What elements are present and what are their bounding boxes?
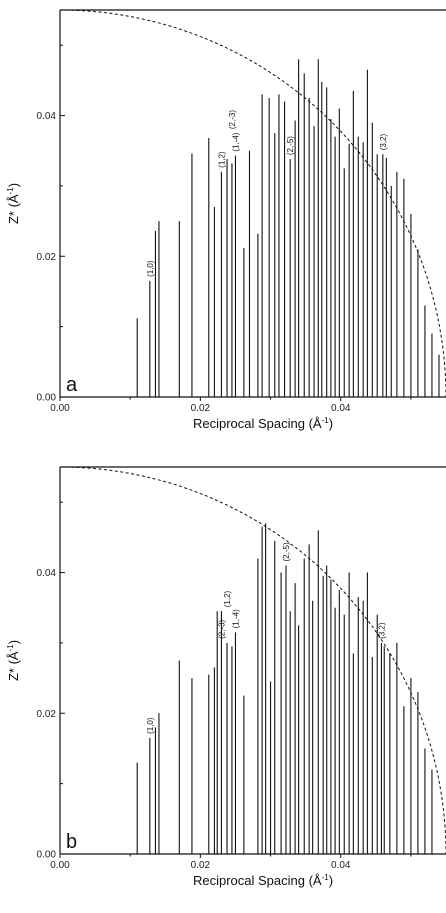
- peak-annotation: (2,-5): [286, 136, 295, 155]
- y-axis-title-sup: -1: [6, 187, 15, 195]
- peak-annotation: (1,-4): [231, 609, 240, 628]
- reference-curve: [59, 9, 446, 398]
- peak-annotation: (2,-5): [282, 542, 291, 561]
- peak-annotation: (3,2): [379, 133, 388, 150]
- y-axis-title-text: Z* (Å: [6, 194, 21, 224]
- peak-annotation: (1,0): [146, 260, 155, 277]
- peak-annotation: (1,2): [217, 151, 226, 168]
- peak-annotation: (2,-3): [228, 110, 237, 129]
- y-tick-label: 0.02: [37, 252, 57, 263]
- peak-annotation: (1,2): [223, 590, 232, 607]
- x-axis-title-text: Reciprocal Spacing (Å: [193, 416, 322, 431]
- peak-annotation: (2,-3): [217, 619, 226, 638]
- x-axis-title: Reciprocal Spacing (Å-1): [193, 416, 333, 431]
- x-tick-label: 0.04: [331, 403, 351, 414]
- y-tick-label: 0.04: [37, 568, 57, 579]
- chart-panel-a: 0.00 0.02 0.04 0.00 0.02 0.04 (1,0) (1,2) (1,-4)…: [6, 9, 446, 431]
- x-tick-label: 0.00: [50, 860, 70, 871]
- x-axis-title-close: ): [329, 416, 333, 431]
- y-axis-title: Z* (Å-1): [6, 183, 21, 224]
- x-axis-title-sup: -1: [322, 873, 330, 882]
- x-axis-title-sup: -1: [322, 416, 330, 425]
- x-tick-label: 0.04: [331, 860, 351, 871]
- y-axis-title-text: Z* (Å: [6, 651, 21, 681]
- peak-annotation: (3,2): [377, 622, 386, 639]
- y-tick-label: 0.02: [37, 709, 57, 720]
- panel-letter: b: [66, 831, 77, 853]
- y-tick-label: 0.00: [37, 850, 57, 861]
- y-axis-title-close: ): [6, 183, 21, 187]
- y-tick-label: 0.00: [37, 393, 57, 404]
- y-axis-title-sup: -1: [6, 644, 15, 652]
- y-axis-title: Z* (Å-1): [6, 640, 21, 681]
- x-tick-label: 0.00: [50, 403, 70, 414]
- x-axis-title: Reciprocal Spacing (Å-1): [193, 873, 333, 888]
- y-axis-title-close: ): [6, 640, 21, 644]
- x-tick-label: 0.02: [191, 860, 211, 871]
- y-tick-label: 0.04: [37, 111, 57, 122]
- x-axis-title-text: Reciprocal Spacing (Å: [193, 873, 322, 888]
- x-tick-label: 0.02: [191, 403, 211, 414]
- reference-curve: [59, 466, 446, 855]
- x-axis-title-close: ): [329, 873, 333, 888]
- peak-annotation: (1,0): [146, 717, 155, 734]
- panel-letter: a: [66, 374, 78, 396]
- peak-annotation: (1,-4): [231, 132, 240, 151]
- chart-panel-b: 0.00 0.02 0.04 0.00 0.02 0.04 (1,0) (2,-3) (1,2)…: [6, 466, 446, 888]
